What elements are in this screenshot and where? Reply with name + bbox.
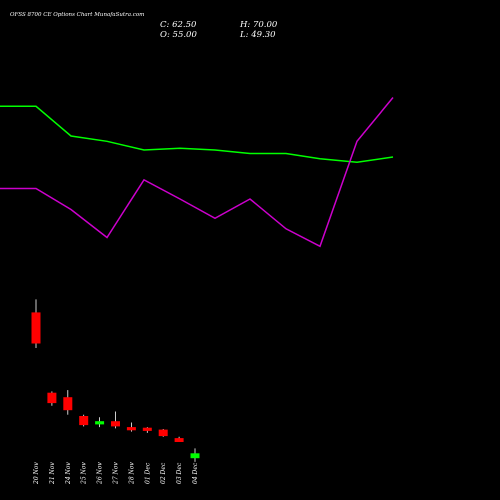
candle — [47, 391, 57, 406]
low-value: L: 49.30 — [240, 30, 276, 40]
candle-body — [174, 438, 184, 442]
candles — [31, 299, 200, 462]
candle — [158, 429, 168, 437]
candle — [190, 448, 200, 462]
candle-body — [190, 453, 200, 459]
candle-body — [47, 392, 57, 404]
x-tick-label: 26 Nov — [97, 462, 104, 485]
candle-body — [111, 421, 120, 427]
candle — [31, 299, 41, 348]
candle-body — [95, 421, 105, 425]
x-tick-label: 03 Dec — [176, 462, 183, 484]
candle-body — [79, 416, 89, 426]
indicator-lines — [0, 97, 394, 248]
x-tick-label: 04 Dec — [192, 462, 199, 484]
candle — [142, 427, 152, 433]
candle-body — [63, 397, 73, 411]
candle-body — [31, 312, 41, 344]
x-tick-label: 24 Nov — [65, 462, 72, 485]
open-value: O: 55.00 — [160, 30, 197, 40]
candle — [126, 422, 136, 432]
x-tick-label: 27 Nov — [113, 462, 120, 485]
candle — [79, 414, 89, 427]
candle — [111, 411, 120, 429]
x-tick-label: 20 Nov — [33, 462, 40, 485]
x-tick-label: 01 Dec — [144, 462, 151, 484]
x-tick-label: 21 Nov — [49, 462, 56, 485]
x-tick-label: 25 Nov — [81, 462, 88, 485]
candle — [95, 417, 105, 428]
chart-title: OFSS 8700 CE Options Chart MunafaSutra.c… — [10, 12, 145, 18]
x-axis-labels: 20 Nov 21 Nov 24 Nov 25 Nov 26 Nov 27 Nov 28 N… — [33, 462, 199, 485]
x-tick-label: 02 Dec — [160, 462, 167, 484]
candle — [63, 390, 73, 415]
high-value: H: 70.00 — [240, 20, 278, 30]
x-tick-label: 28 Nov — [128, 462, 135, 485]
close-value: C: 62.50 — [160, 20, 197, 30]
green-indicator-line — [0, 105, 394, 164]
candle-body — [142, 427, 152, 431]
candle-body — [126, 427, 136, 431]
magenta-indicator-line — [0, 97, 394, 248]
candle — [174, 436, 184, 442]
candle-body — [158, 429, 168, 437]
